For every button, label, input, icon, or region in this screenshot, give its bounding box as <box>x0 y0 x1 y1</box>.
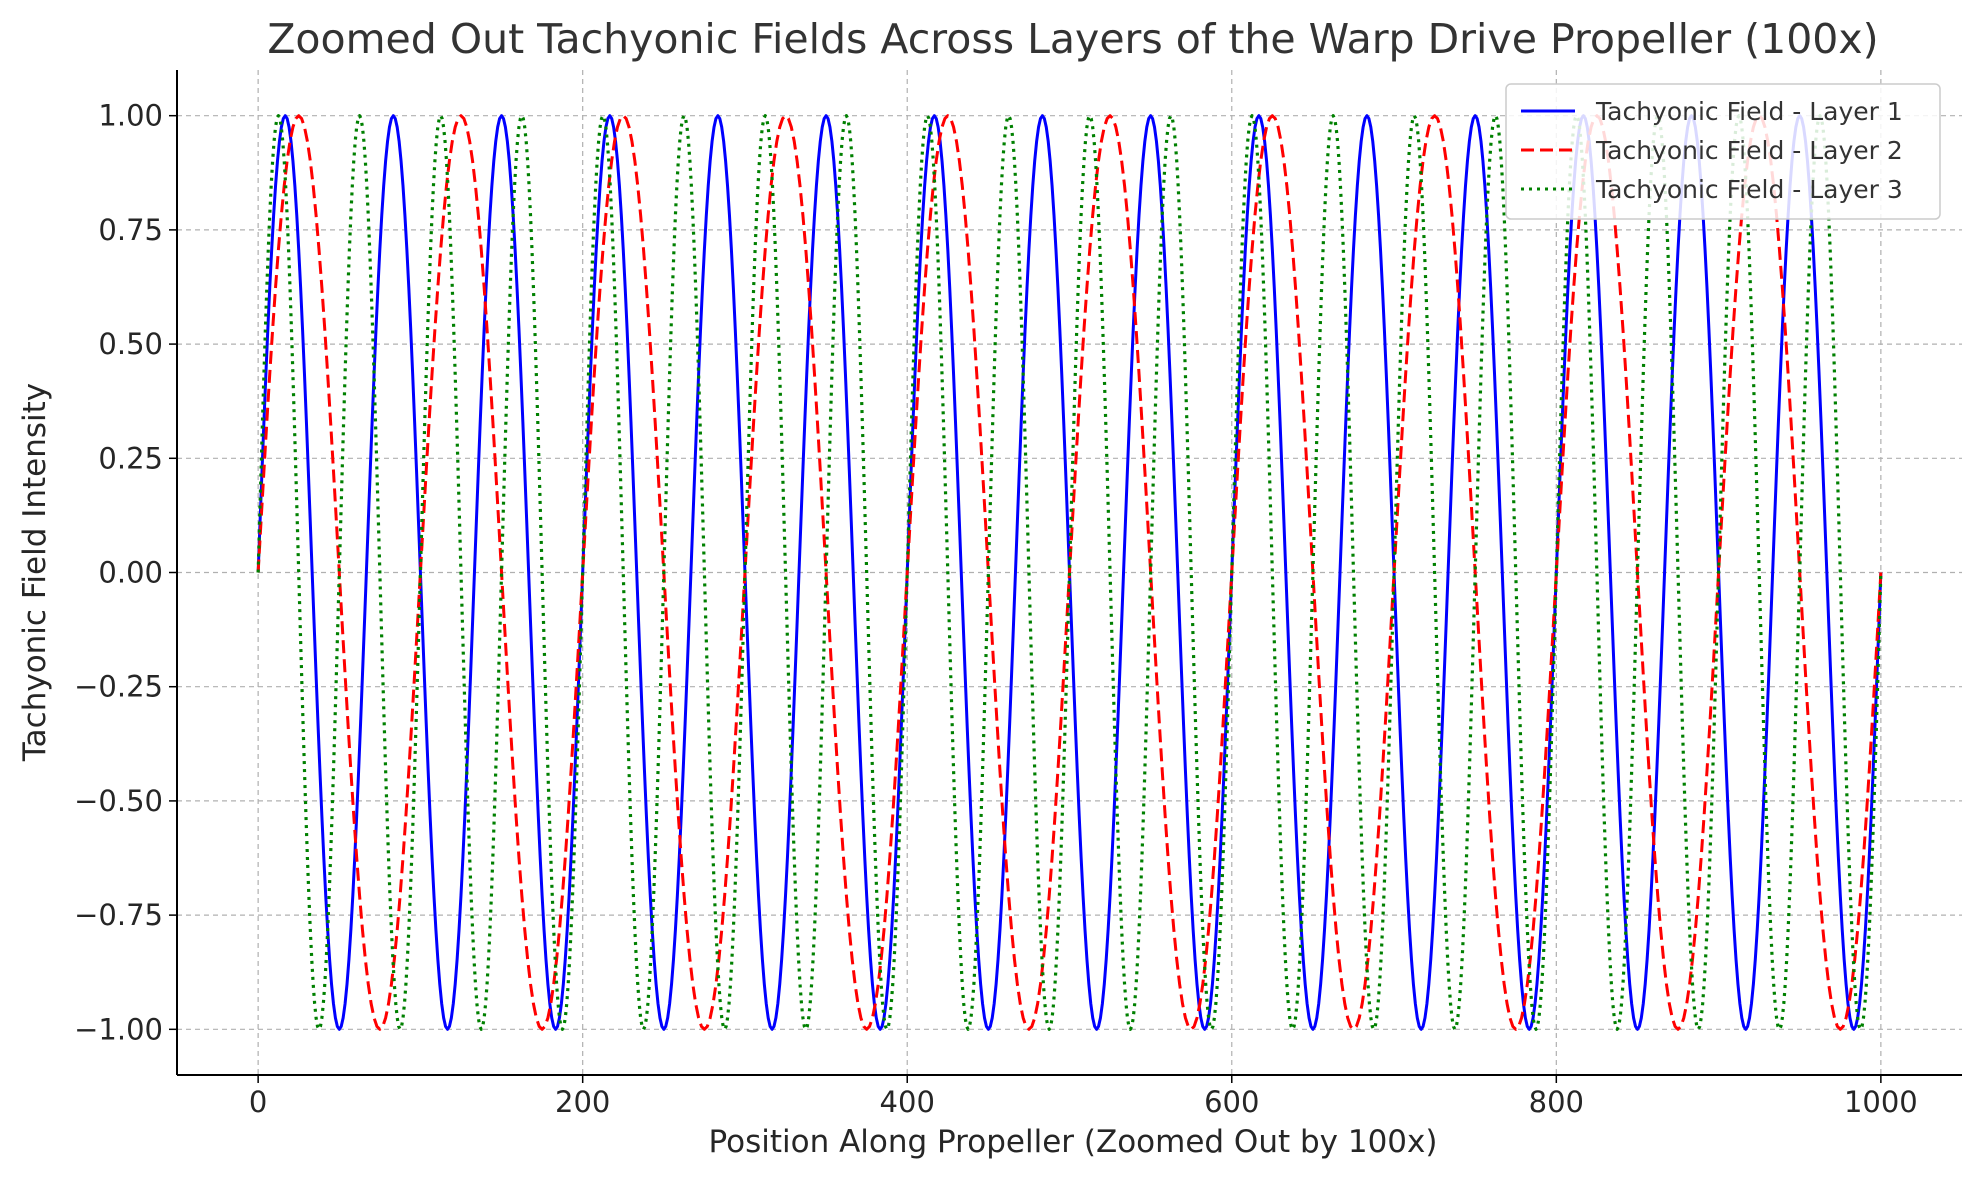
legend-label-layer-1: Tachyonic Field - Layer 1 <box>1595 97 1903 126</box>
y-tick-label: 0.75 <box>98 213 163 247</box>
legend-label-layer-2: Tachyonic Field - Layer 2 <box>1595 136 1903 165</box>
chart-title: Zoomed Out Tachyonic Fields Across Layer… <box>267 15 1878 63</box>
grid <box>177 70 1962 1075</box>
y-tick-label: 0.25 <box>98 441 163 475</box>
x-tick-label: 0 <box>249 1085 267 1119</box>
y-tick-label: −1.00 <box>74 1012 163 1046</box>
legend-label-layer-3: Tachyonic Field - Layer 3 <box>1595 175 1903 204</box>
x-axis-label: Position Along Propeller (Zoomed Out by … <box>709 1124 1438 1160</box>
x-tick-label: 600 <box>1204 1085 1259 1119</box>
legend-box <box>1505 83 1941 220</box>
y-tick-label: 0.50 <box>98 327 163 361</box>
y-tick-label: 1.00 <box>98 99 163 133</box>
x-tick-label: 1000 <box>1844 1085 1918 1119</box>
legend: Tachyonic Field - Layer 1 Tachyonic Field… <box>1505 83 1941 220</box>
y-tick-label: 0.00 <box>98 556 163 590</box>
y-tick-label: −0.25 <box>74 670 163 704</box>
x-tick-label: 800 <box>1529 1085 1584 1119</box>
y-tick-label: −0.50 <box>74 784 163 818</box>
y-axis-label: Tachyonic Field Intensity <box>17 383 53 762</box>
y-tick-label: −0.75 <box>74 898 163 932</box>
x-tick-label: 400 <box>880 1085 935 1119</box>
ticks: 0 200 400 600 800 1000 1.00 0.75 0.50 0.25 0.00 −0.… <box>74 99 1918 1119</box>
x-tick-label: 200 <box>555 1085 610 1119</box>
series-line-layer-3 <box>256 114 1883 1031</box>
